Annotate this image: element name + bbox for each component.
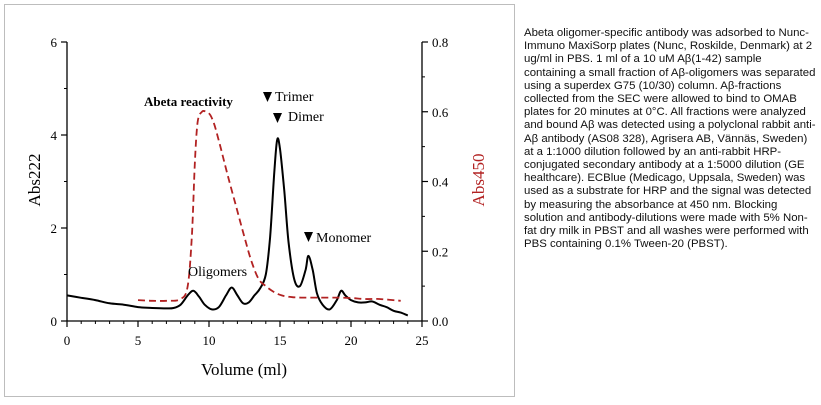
trimer-marker [263, 92, 272, 102]
x-tick-label: 0 [64, 333, 71, 348]
right-y-tick-label: 0.0 [432, 314, 448, 329]
abeta-reactivity-annotation: Abeta reactivity [144, 94, 233, 109]
dimer-marker [273, 113, 282, 123]
abs222-series-line [66, 137, 409, 317]
x-axis-label: Volume (ml) [201, 360, 287, 379]
monomer-annotation: Monomer [316, 231, 372, 246]
oligomers-annotation: Oligomers [188, 265, 247, 280]
chart-series [66, 109, 409, 317]
figure-caption: Abeta oligomer-specific antibody was ads… [524, 27, 816, 251]
chart-labels: Volume (ml) Abs222 Abs450 Abeta reactivi… [25, 90, 488, 379]
left-y-tick-label: 6 [51, 35, 58, 50]
left-y-tick-label: 2 [51, 221, 58, 236]
trimer-annotation: Trimer [275, 90, 314, 105]
right-y-tick-label: 0.2 [432, 244, 448, 259]
chart-frame [4, 4, 515, 397]
x-tick-label: 15 [274, 333, 287, 348]
x-tick-label: 20 [345, 333, 358, 348]
right-y-tick-label: 0.4 [432, 175, 449, 190]
x-tick-label: 25 [416, 333, 429, 348]
chart-axes: 0 5 10 15 20 25 0 2 4 6 0.0 0.2 0.4 0.6 0.8 [51, 35, 449, 348]
left-y-axis-label: Abs222 [25, 154, 44, 207]
right-y-axis-label: Abs450 [469, 154, 488, 207]
left-y-tick-label: 0 [51, 314, 58, 329]
abs450-series-line [137, 109, 401, 302]
chromatogram-chart: 0 5 10 15 20 25 0 2 4 6 0.0 0.2 0.4 0.6 0.8 Volume (ml… [25, 35, 488, 379]
right-y-tick-label: 0.6 [432, 105, 449, 120]
dimer-annotation: Dimer [288, 110, 324, 125]
x-tick-label: 10 [203, 333, 216, 348]
monomer-marker [304, 232, 313, 242]
left-y-tick-label: 4 [51, 128, 58, 143]
x-tick-label: 5 [135, 333, 142, 348]
right-y-tick-label: 0.8 [432, 35, 448, 50]
